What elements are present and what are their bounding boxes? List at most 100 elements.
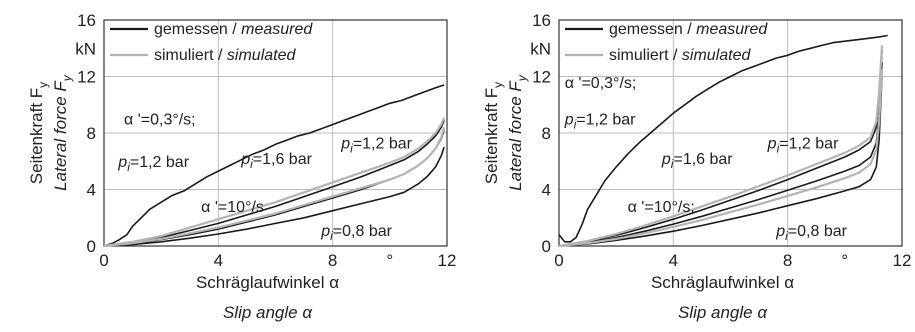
x-tick-label: 8 xyxy=(328,251,337,270)
legend-label-de: gemessen / xyxy=(609,21,696,38)
x-tick-label: 4 xyxy=(214,251,223,270)
annotation-text: α '=10°/s xyxy=(201,199,264,216)
x-axis-label: Schräglaufwinkel α xyxy=(196,273,339,292)
x-axis-label-en: Slip angle α xyxy=(678,303,768,322)
legend-label-0: gemessen / measured xyxy=(609,21,768,38)
y-axis-label: Seitenkraft Fy xyxy=(27,82,50,184)
annotation-sub: i xyxy=(330,229,333,243)
annotation-3: pi=1,2 bar xyxy=(767,136,839,156)
annotation-sub: i xyxy=(574,118,577,132)
y-axis-label-main: Seitenkraft F xyxy=(482,88,501,184)
series-line-5 xyxy=(558,45,884,248)
series-line-0 xyxy=(103,84,445,247)
x-tick-label: 0 xyxy=(554,251,563,270)
series-line-3 xyxy=(558,51,883,247)
series-line-1 xyxy=(103,146,445,247)
y-tick-label: 16 xyxy=(532,11,551,30)
annotation-0: α '=0,3°/s; xyxy=(124,112,196,129)
series-line-4 xyxy=(558,69,884,248)
series-line-4 xyxy=(103,127,446,248)
legend-label-de: simuliert / xyxy=(609,47,682,64)
y-axis-label-main: Seitenkraft F xyxy=(27,88,46,184)
annotation-value: =1,2 bar xyxy=(130,154,190,171)
annotation-3: pi=1,2 bar xyxy=(340,136,412,156)
legend-label-en: simulated xyxy=(227,47,297,64)
annotation-text: α '=0,3°/s; xyxy=(124,112,196,129)
annotation-2: pi=1,6 bar xyxy=(240,151,312,171)
y-axis-label-en: Lateral force Fy xyxy=(506,74,529,191)
y-tick-label: 16 xyxy=(77,11,96,30)
annotation-symbol: p xyxy=(661,151,671,168)
y-axis-label: Seitenkraft Fy xyxy=(482,82,505,184)
y-tick-label: 8 xyxy=(87,124,96,143)
y-tick-label: 0 xyxy=(87,237,96,256)
annotation-1: pi=1,2 bar xyxy=(564,112,636,132)
annotation-sub: i xyxy=(671,157,674,171)
annotation-text: α '=10°/s; xyxy=(628,199,695,216)
y-axis-label-en-sub: y xyxy=(60,74,74,82)
x-axis-label-en: Slip angle α xyxy=(223,303,313,322)
annotation-text: α '=0,3°/s; xyxy=(565,75,637,92)
annotation-0: α '=0,3°/s; xyxy=(565,75,637,92)
chart-left: 0 4 8 12 0 4 8 12 16 kN ° Schräglaufwinkel α Slip an… xyxy=(27,11,456,322)
annotation-4: α '=10°/s xyxy=(201,199,264,216)
annotation-sub: i xyxy=(777,142,780,156)
x-tick-label: 12 xyxy=(438,251,457,270)
x-tick-label: 4 xyxy=(669,251,678,270)
series-line-3 xyxy=(103,120,445,247)
annotation-value: =0,8 bar xyxy=(788,223,848,240)
annotation-sub: i xyxy=(350,142,353,156)
y-tick-label: 4 xyxy=(87,181,96,200)
x-tick-label: 12 xyxy=(893,251,912,270)
y-tick-label: 12 xyxy=(532,68,551,87)
y-tick-label: 0 xyxy=(542,237,551,256)
plot-frame xyxy=(103,19,448,247)
y-tick-label: 12 xyxy=(77,68,96,87)
series-line-1 xyxy=(558,76,883,247)
y-axis-label-sub: y xyxy=(36,82,50,88)
annotation-symbol: p xyxy=(775,223,785,240)
annotation-sub: i xyxy=(127,160,130,174)
y-tick-label: 8 xyxy=(542,124,551,143)
series-line-5 xyxy=(103,117,446,248)
annotation-value: =1,2 bar xyxy=(576,112,636,129)
legend-label-en: measured xyxy=(696,21,768,38)
legend-label-1: simuliert / simulated xyxy=(154,47,296,64)
annotation-sub: i xyxy=(785,229,788,243)
annotation-symbol: p xyxy=(767,136,777,153)
annotation-1: pi=1,2 bar xyxy=(117,154,189,174)
legend-label-1: simuliert / simulated xyxy=(609,47,751,64)
x-unit-label: ° xyxy=(386,251,393,270)
y-unit-label: kN xyxy=(530,39,551,58)
annotation-symbol: p xyxy=(564,112,574,129)
y-axis-label-en-main: Lateral force F xyxy=(51,80,70,191)
legend-label-en: measured xyxy=(241,21,313,38)
annotation-sub: i xyxy=(250,157,253,171)
x-tick-label: 8 xyxy=(783,251,792,270)
y-unit-label: kN xyxy=(75,39,96,58)
x-axis-label: Schräglaufwinkel α xyxy=(651,273,794,292)
x-tick-label: 0 xyxy=(99,251,108,270)
legend-label-de: simuliert / xyxy=(154,47,227,64)
y-axis-label-en: Lateral force Fy xyxy=(51,74,74,191)
annotation-value: =0,8 bar xyxy=(333,223,393,240)
annotation-value: =1,6 bar xyxy=(253,151,313,168)
legend-label-en: simulated xyxy=(682,47,752,64)
annotation-value: =1,2 bar xyxy=(779,136,839,153)
chart-right: 0 4 8 12 0 4 8 12 16 kN ° Schräglaufwinkel α Slip an… xyxy=(482,11,911,322)
legend-label-0: gemessen / measured xyxy=(154,21,313,38)
annotation-4: α '=10°/s; xyxy=(628,199,695,216)
y-tick-label: 4 xyxy=(542,181,551,200)
series-line-2 xyxy=(558,62,883,247)
y-axis-label-en-main: Lateral force F xyxy=(506,80,525,191)
annotation-symbol: p xyxy=(240,151,250,168)
series-line-0 xyxy=(558,34,888,243)
annotation-5: pi=0,8 bar xyxy=(775,223,847,243)
y-axis-label-en-sub: y xyxy=(515,74,529,82)
annotation-5: pi=0,8 bar xyxy=(320,223,392,243)
plot-frame xyxy=(558,19,903,247)
legend-label-de: gemessen / xyxy=(154,21,241,38)
x-unit-label: ° xyxy=(841,251,848,270)
y-axis-label-sub: y xyxy=(491,82,505,88)
